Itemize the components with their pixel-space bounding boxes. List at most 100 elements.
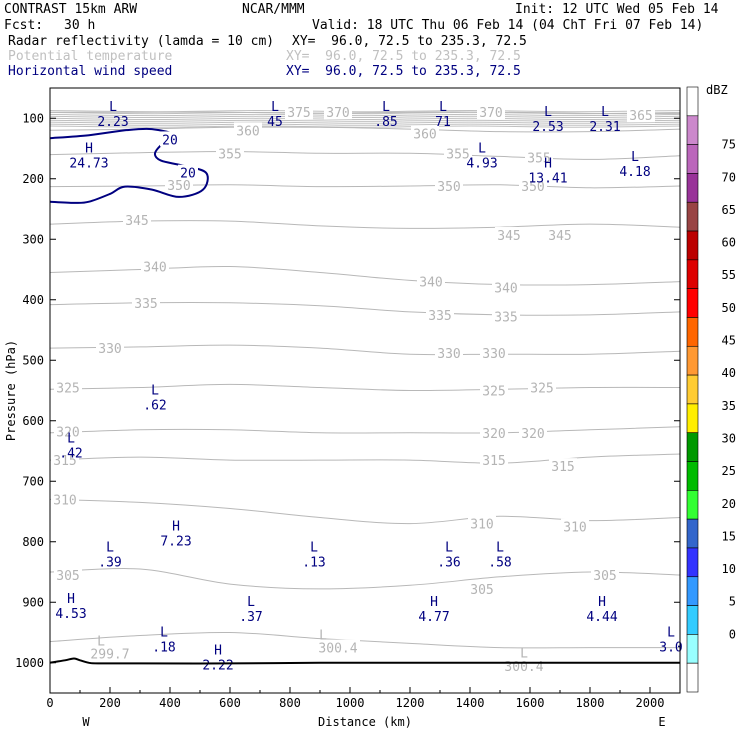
- theta-label: 315: [53, 454, 76, 469]
- theta-label: 345: [497, 229, 520, 244]
- wind-extremum-value: 2.53: [532, 120, 563, 135]
- theta-label: 305: [470, 583, 493, 598]
- theta-label-bg: [480, 344, 508, 360]
- wind-extremum-mark: L: [247, 595, 255, 610]
- theta-label: 360: [236, 124, 259, 139]
- colorbar-level-label: 30: [722, 431, 736, 445]
- theta-label-bg: [468, 515, 496, 531]
- theta-label: 350: [167, 179, 190, 194]
- wind-extremum-value: .18: [152, 640, 175, 655]
- theta-label-bg: [492, 308, 520, 324]
- wind-extremum-mark: L: [160, 625, 168, 640]
- theta-label: 360: [413, 127, 436, 142]
- wind-extremum-mark: L: [478, 141, 486, 156]
- theta-label: 340: [494, 282, 517, 297]
- wind-extremum-value: 2.23: [97, 115, 128, 130]
- colorbar-cell: [686, 345, 699, 376]
- colorbar-cell: [686, 490, 699, 520]
- theta-label-bg: [591, 567, 619, 583]
- theta-label: 305: [56, 569, 79, 584]
- theta-label: 335: [428, 309, 451, 324]
- colorbar-cell: [686, 144, 699, 174]
- y-tick-label: 700: [22, 474, 44, 488]
- colorbar-level-label: 10: [722, 562, 736, 576]
- wind-extremum-mark: H: [430, 595, 438, 610]
- theta-label-bg: [285, 104, 313, 120]
- theta-label: 320: [482, 427, 505, 442]
- wind-extremum-value: .85: [374, 115, 397, 130]
- theta-label-bg: [316, 639, 360, 655]
- wind-extremum-mark: H: [214, 643, 222, 658]
- y-tick-label: 400: [22, 293, 44, 307]
- theta-label-bg: [123, 211, 151, 227]
- colorbar-cell: [686, 317, 699, 347]
- y-tick-label: 600: [22, 414, 44, 428]
- wind-extremum-value: .42: [59, 447, 82, 462]
- wind-extremum-mark: H: [598, 595, 606, 610]
- wind-extremum-mark: H: [85, 141, 93, 156]
- theta-label: 375: [287, 106, 310, 121]
- theta-label: 370: [479, 106, 502, 121]
- theta-contour-300: [50, 631, 680, 649]
- theta-label: 320: [521, 427, 544, 442]
- theta-contour-stack: [50, 123, 680, 126]
- y-axis-label: Pressure (hPa): [4, 340, 18, 441]
- theta-label: 320: [56, 426, 79, 441]
- x-tick-label: 800: [279, 696, 301, 710]
- theta-label: 365: [629, 109, 652, 124]
- wind-contour-label: 20: [162, 133, 178, 148]
- wind-extremum-mark: L: [631, 150, 639, 165]
- wind-extremum-value: .39: [98, 556, 121, 571]
- field-name-reflectivity: Radar reflectivity (lamda = 10 cm): [8, 34, 275, 49]
- theta-label-bg: [549, 458, 577, 474]
- wind-extremum-mark: H: [172, 519, 180, 534]
- field-name-wind: Horizontal wind speed: [8, 64, 173, 79]
- wind-extremum-mark: L: [310, 541, 318, 556]
- theta-extremum-mark: L: [520, 647, 528, 662]
- wind-extremum-mark: L: [67, 432, 75, 447]
- field-xy-reflectivity: XY= 96.0, 72.5 to 235.3, 72.5: [292, 34, 527, 49]
- colorbar-cell: [686, 576, 699, 606]
- theta-label-bg: [495, 227, 523, 243]
- theta-label: 330: [98, 342, 121, 357]
- theta-contour-stack: [50, 115, 680, 119]
- colorbar-cell: [686, 634, 699, 664]
- wind-extremum-mark: H: [544, 156, 552, 171]
- theta-label-bg: [627, 107, 655, 123]
- theta-label-bg: [435, 344, 463, 360]
- colorbar-cell: [686, 518, 699, 549]
- theta-label-bg: [411, 125, 439, 141]
- wind-extremum-value: 4.44: [586, 610, 617, 625]
- colorbar-level-label: 40: [722, 366, 736, 380]
- colorbar-level-label: 15: [722, 529, 736, 543]
- wind-extremum-mark: L: [439, 100, 447, 115]
- theta-contour-320: [50, 426, 680, 434]
- theta-label-bg: [525, 149, 553, 165]
- x-tick-label: 1600: [516, 696, 545, 710]
- colorbar-cell: [686, 374, 699, 405]
- wind-extremum-mark: L: [382, 100, 390, 115]
- wind-extremum-value: 71: [435, 115, 451, 130]
- colorbar-level-label: 55: [722, 268, 736, 282]
- theta-label-bg: [480, 452, 508, 468]
- theta-label: 355: [446, 147, 469, 162]
- x-tick-label: 600: [219, 696, 241, 710]
- colorbar-level-label: 0: [729, 627, 736, 641]
- theta-label: 330: [437, 347, 460, 362]
- fcst-value: 30 h: [64, 18, 96, 33]
- theta-label: 335: [494, 311, 517, 326]
- theta-label: 355: [527, 152, 550, 167]
- theta-label-bg: [435, 178, 463, 194]
- theta-label: 315: [551, 460, 574, 475]
- colorbar-cell: [686, 201, 699, 232]
- wind-extremum-mark: L: [601, 105, 609, 120]
- x-tick-label: 1800: [576, 696, 605, 710]
- x-tick-label: 2000: [636, 696, 665, 710]
- theta-label-bg: [561, 518, 589, 534]
- theta-label: 340: [419, 276, 442, 291]
- wind-extremum-value: 45: [267, 115, 283, 130]
- init-time: Init: 12 UTC Wed 05 Feb 14: [515, 2, 719, 17]
- wind-extremum-value: 3.0: [659, 640, 682, 655]
- field-name-theta: Potential temperature: [8, 49, 173, 64]
